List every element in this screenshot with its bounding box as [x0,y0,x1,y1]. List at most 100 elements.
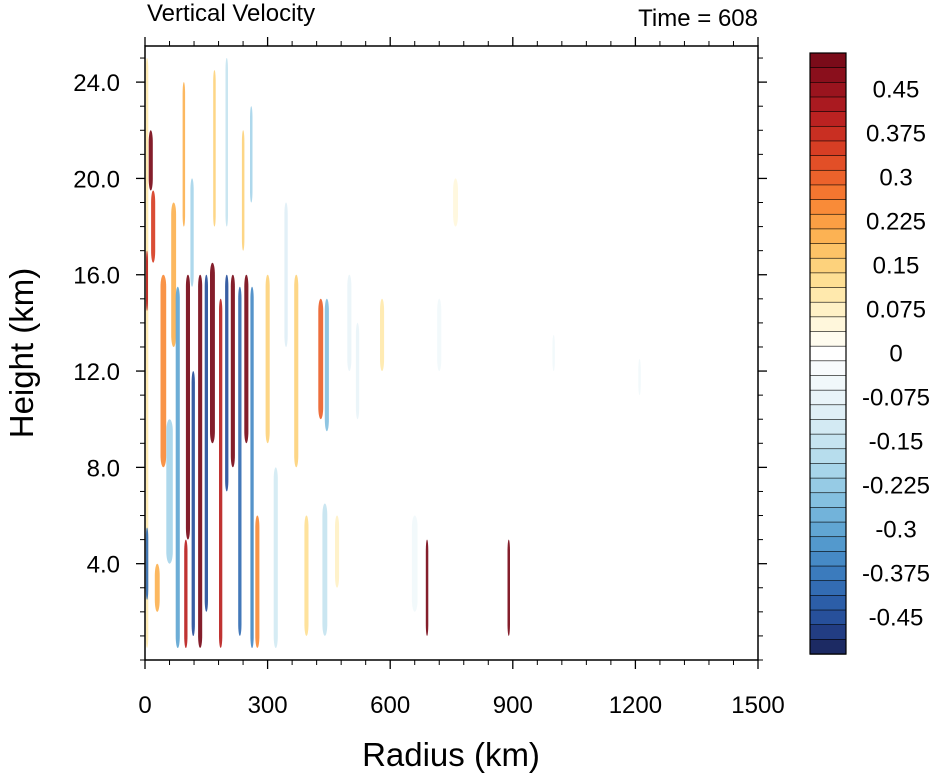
velocity-streak-41 [437,298,442,371]
y-tick-label: 12.0 [73,359,120,386]
colorbar-swatch [809,287,847,303]
y-tick-label: 16.0 [73,263,120,290]
colorbar-swatch [809,463,847,479]
velocity-streak-26 [225,58,228,227]
colorbar-tick-label: -0.075 [862,385,930,412]
x-axis-label: Radius (km) [362,736,540,773]
velocity-streak-27 [241,130,245,251]
colorbar-swatch [809,360,847,377]
velocity-streak-17 [225,274,229,492]
x-tick-label: 1500 [731,692,784,719]
colorbar-swatch [809,433,847,450]
x-tick-label: 300 [248,692,288,719]
velocity-streak-1 [148,130,153,191]
velocity-streak-19 [238,286,242,636]
velocity-streak-40 [380,298,385,371]
colorbar-tick-label: 0.15 [873,253,920,280]
colorbar-tick-label: -0.375 [862,560,930,587]
colorbar-tick-label: 0.3 [879,165,912,192]
colorbar-swatch [809,228,847,245]
x-tick-label: 1200 [609,692,662,719]
colorbar-frame [809,52,847,655]
velocity-streak-43 [507,539,510,636]
velocity-streak-18 [230,274,235,468]
velocity-streak-16 [219,298,223,648]
colorbar-swatch [809,375,847,391]
colorbar-swatch [809,316,847,333]
velocity-streak-42 [425,539,429,636]
colorbar-swatch [809,82,847,98]
velocity-streak-13 [198,274,203,648]
time-label: Time = 608 [638,5,758,32]
velocity-streak-35 [324,298,329,432]
colorbar-tick-label: 0.45 [873,77,920,104]
colorbar-swatch [809,125,847,142]
y-tick-label: 4.0 [87,552,120,579]
colorbar-swatch [809,199,847,215]
colorbar-tick-label: -0.225 [862,472,930,499]
colorbar-swatch [809,624,847,641]
velocity-streak-15 [210,262,215,444]
colorbar-swatch [809,243,847,259]
velocity-streak-33 [304,515,309,636]
velocity-streak-31 [284,202,288,347]
colorbar-swatch [809,52,847,69]
colorbar-tick-label: -0.3 [875,516,916,543]
colorbar-swatch [809,331,847,347]
colorbar-swatch [809,595,847,611]
velocity-streak-0 [145,58,149,648]
velocity-streak-38 [347,274,352,371]
colorbar-swatch [809,477,847,494]
x-tick-labels: 0 300 600 900 1200 1500 [138,692,784,719]
velocity-streak-20 [244,274,249,444]
velocity-streak-5 [154,563,160,612]
velocity-streak-29 [265,274,270,444]
velocity-streak-14 [204,274,208,612]
velocity-streak-12 [191,371,195,636]
colorbar-swatch [809,448,847,465]
velocity-streak-11 [185,274,190,540]
velocity-streak-10 [184,539,188,648]
x-tick-label: 0 [138,692,151,719]
velocity-streak-2 [151,190,156,263]
colorbar [809,52,847,655]
chart-title: Vertical Velocity [147,0,315,27]
velocity-streak-37 [335,515,340,588]
velocity-streak-34 [318,298,324,420]
y-tick-label: 24.0 [73,70,120,97]
velocity-streak-7 [166,419,173,564]
velocity-streak-36 [322,503,328,636]
velocity-streak-46 [552,334,555,371]
colorbar-swatch [809,492,847,509]
colorbar-swatch [809,272,847,289]
colorbar-swatch [809,580,847,597]
colorbar-tick-label: 0.075 [866,297,926,324]
velocity-streak-6 [160,274,167,468]
axis-ticks [136,37,767,669]
colorbar-labels: -0.45 -0.375 -0.3 -0.225 -0.15 -0.075 0 0.075 0.… [862,77,930,632]
colorbar-tick-label: 0.375 [866,121,926,148]
colorbar-swatch [809,639,847,655]
colorbar-swatch [809,389,847,406]
colorbar-tick-label: 0.225 [866,209,926,236]
colorbar-swatch [809,155,847,171]
colorbar-swatch [809,169,847,186]
y-axis-label: Height (km) [3,268,40,439]
colorbar-swatch [809,565,847,582]
colorbar-swatch [809,419,847,435]
velocity-streak-45 [453,178,458,227]
velocity-streak-9 [175,286,180,648]
velocity-streak-8 [171,202,177,347]
colorbar-swatch [809,507,847,523]
colorbar-swatch [809,521,847,538]
colorbar-swatch [809,67,847,84]
velocity-streak-39 [355,322,360,420]
colorbar-swatch [809,551,847,567]
velocity-streak-24 [190,178,194,287]
colorbar-swatch [809,257,847,274]
velocity-streak-28 [250,106,253,203]
colorbar-swatch [809,345,847,362]
colorbar-swatch [809,96,847,113]
velocity-streak-22 [255,515,260,648]
colorbar-swatch [809,140,847,157]
